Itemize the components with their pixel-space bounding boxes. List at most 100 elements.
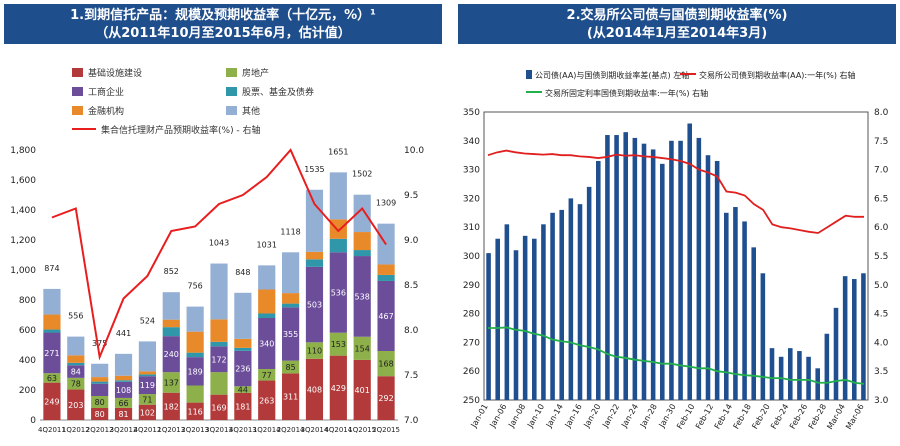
bar-segment	[234, 292, 252, 339]
spread-bar	[788, 348, 793, 400]
bar-segment	[91, 396, 109, 408]
bar-segment	[353, 256, 371, 337]
legend-swatch-4	[72, 106, 83, 115]
spread-bar	[532, 238, 537, 400]
bar-segment	[43, 314, 61, 330]
spread-bar	[861, 273, 866, 400]
bar-segment	[282, 360, 300, 374]
bar-segment	[305, 342, 324, 359]
spread-bar	[852, 279, 857, 400]
spread-bar	[568, 198, 574, 400]
bar-value-label: 189	[187, 367, 202, 376]
bar-segment	[67, 355, 85, 363]
right-y-tick-label: 4.5	[874, 310, 888, 320]
bar-segment	[353, 250, 371, 257]
x-tick-label: Jan-20	[582, 403, 603, 430]
bar-segment	[329, 238, 347, 253]
bar-segment	[210, 319, 228, 342]
spread-bar	[815, 368, 820, 400]
bar-value-label: 66	[118, 399, 128, 408]
bar-segment	[258, 313, 276, 318]
bar-value-label: 355	[283, 330, 298, 339]
x-tick-label: 4Q2011	[38, 426, 66, 434]
bar-value-label: 538	[355, 292, 370, 301]
spread-bar	[550, 212, 555, 400]
x-tick-label: Jan-22	[600, 403, 621, 430]
bar-value-label: 340	[259, 340, 274, 349]
right-y-tick-label: 8.5	[404, 281, 418, 291]
bar-value-label: 85	[286, 363, 296, 372]
right-y-tick-label: 9.5	[404, 191, 418, 201]
left-y-tick-label: 800	[19, 296, 36, 306]
legend-bar-label: 公司债(AA)与国债到期收益率差(基点) 左轴	[535, 70, 689, 80]
bar-segment	[353, 336, 371, 360]
bar-segment	[43, 382, 61, 420]
spread-bar	[669, 140, 674, 401]
bar-segment	[138, 404, 156, 420]
bar-value-label: 408	[307, 385, 322, 394]
bar-segment	[138, 376, 156, 395]
left-y-tick-label: 250	[463, 396, 480, 406]
legend-swatch-0	[72, 68, 83, 77]
bar-value-label: 467	[378, 312, 393, 321]
spread-bar	[760, 273, 766, 400]
bar-total-label: 1031	[257, 240, 277, 249]
left-y-tick-label: 340	[463, 137, 480, 147]
bar-total-label: 874	[44, 264, 59, 273]
bar-value-label: 249	[44, 397, 59, 406]
bar-segment	[67, 365, 85, 378]
bar-value-label: 71	[142, 395, 152, 404]
bar-segment	[138, 341, 156, 372]
right-y-tick-label: 5.0	[874, 281, 889, 291]
x-tick-label: 1Q2014	[253, 426, 281, 434]
bar-segment	[162, 319, 180, 328]
x-tick-label: Jan-01	[469, 403, 490, 430]
x-tick-label: Jan-06	[488, 403, 509, 430]
legend-label-2: 工商企业	[88, 86, 124, 98]
bar-segment	[162, 392, 180, 420]
spread-bar	[605, 135, 610, 400]
bar-segment	[234, 350, 252, 387]
bar-segment	[186, 402, 204, 420]
spread-bar	[797, 351, 802, 400]
bar-segment	[234, 392, 252, 420]
bar-segment	[329, 252, 347, 333]
bar-value-label: 102	[140, 408, 155, 417]
left-y-tick-label: 0	[30, 416, 36, 426]
left-chart-panel: 1.到期信托产品：规模及预期收益率（十亿元，%）¹ （从2011年10月至201…	[0, 0, 446, 446]
right-y-tick-label: 3.0	[874, 396, 889, 406]
x-tick-label: 2Q2014	[277, 426, 305, 434]
right-chart-panel: 2.交易所公司债与国债到期收益率(%) (从2014年1月至2014年3月) 公…	[454, 0, 900, 446]
bar-segment	[282, 293, 300, 304]
bar-total-label: 756	[187, 282, 202, 291]
bar-value-label: 181	[235, 402, 250, 411]
right-y-tick-label: 3.5	[874, 367, 888, 377]
x-tick-label: 1Q2015	[348, 426, 376, 434]
left-y-tick-label: 290	[463, 281, 480, 291]
right-y-tick-label: 7.0	[404, 416, 419, 426]
bar-segment	[210, 341, 228, 347]
bar-segment	[186, 385, 204, 403]
right-y-tick-label: 8.0	[404, 326, 419, 336]
bar-value-label: 503	[307, 301, 322, 310]
spread-bar	[513, 250, 519, 400]
bar-value-label: 84	[71, 368, 81, 377]
left-y-tick-label: 270	[463, 338, 480, 348]
x-tick-label: 1Q2012	[62, 426, 90, 434]
right-chart-svg: 公司债(AA)与国债到期收益率差(基点) 左轴 交易所公司债到期收益率(AA):一…	[463, 70, 889, 431]
bar-value-label: 536	[331, 289, 346, 298]
right-chart-subtitle: (从2014年1月至2014年3月)	[586, 26, 768, 41]
right-chart-title-banner: 2.交易所公司债与国债到期收益率(%) (从2014年1月至2014年3月)	[458, 4, 896, 44]
bar-segment	[186, 306, 204, 332]
bar-value-label: 80	[95, 410, 105, 419]
left-y-tick-label: 600	[19, 326, 36, 336]
x-tick-label: 2Q2012	[86, 426, 114, 434]
legend-line-label-0: 交易所公司债到期收益率(AA):一年(%) 右轴	[699, 70, 856, 80]
legend-label-1: 房地产	[242, 67, 269, 79]
bar-value-label: 172	[211, 355, 226, 364]
bar-total-label: 848	[235, 268, 250, 277]
bar-segment	[114, 381, 133, 398]
x-tick-label: Jan-16	[563, 403, 584, 430]
spread-bar	[751, 247, 756, 400]
